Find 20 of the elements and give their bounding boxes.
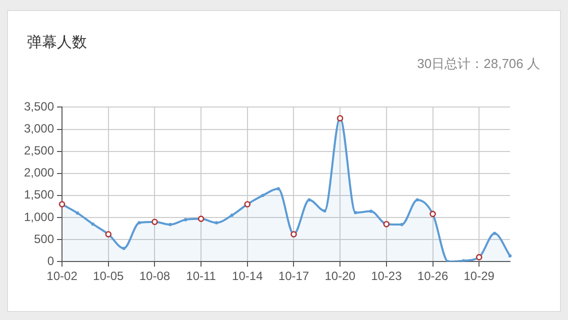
y-tick-label: 2,000 [24,166,54,180]
y-tick-label: 0 [47,254,54,268]
x-tick-label: 10-29 [464,269,495,284]
y-tick-label: 2,500 [24,144,54,158]
y-tick-label: 1,000 [24,210,54,224]
x-tick-label: 10-14 [232,269,264,284]
x-tick-label: 10-20 [324,269,356,284]
y-tick-label: 3,000 [24,122,54,136]
x-tick-label: 10-05 [93,269,124,284]
chart-title: 弹幕人数 [27,33,87,52]
x-tick-label: 10-23 [371,269,402,284]
y-tick-label: 500 [34,232,54,246]
x-tick-label: 10-02 [46,269,78,284]
x-tick-label: 10-26 [417,269,448,284]
x-tick-label: 10-17 [278,269,310,284]
y-tick-label: 1,500 [24,188,54,202]
y-tick-label: 3,500 [24,100,54,114]
x-tick-label: 10-11 [186,269,216,284]
chart-subtitle: 30日总计：28,706 人 [417,55,540,73]
x-tick-label: 10-08 [139,269,170,284]
